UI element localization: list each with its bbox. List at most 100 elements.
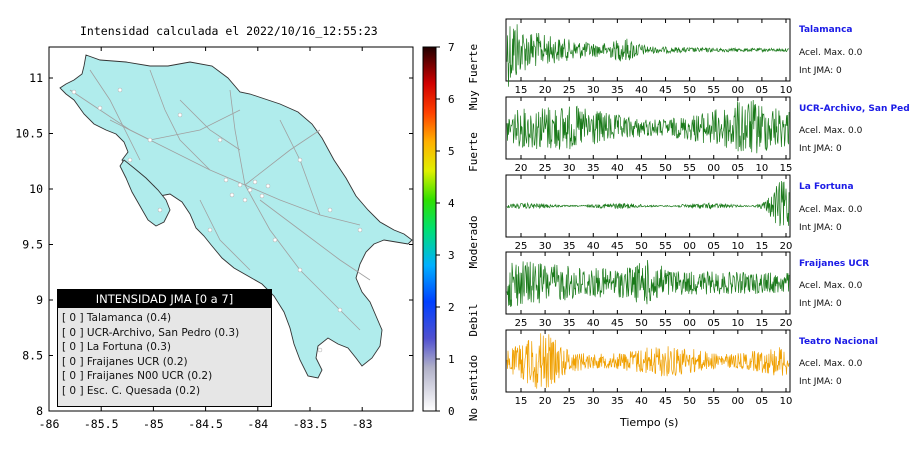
map-title: Intensidad calculada el 2022/10/16_12:55… (80, 24, 378, 38)
time-tick-label: 35 (587, 163, 600, 174)
time-tick-label: 45 (659, 85, 672, 96)
time-tick-label: 00 (683, 241, 696, 252)
map-y-tick-label: 11 (29, 71, 43, 85)
station-name: Fraijanes UCR (799, 259, 870, 269)
time-tick-label: 05 (756, 396, 769, 407)
map-y-tick-label: 8.5 (22, 349, 43, 363)
time-tick-label: 55 (659, 318, 672, 329)
time-tick-label: 10 (731, 241, 744, 252)
legend-item: [ 0 ] Esc. C. Quesada (0.2) (62, 384, 201, 397)
colorbar-label: Moderado (467, 216, 480, 269)
map-x-tick-label: -84.5 (188, 417, 223, 431)
colorbar-value: 5 (448, 145, 455, 158)
time-tick-label: 25 (515, 241, 528, 252)
time-tick-label: 20 (515, 163, 528, 174)
station-acel: Acel. Max. 0.0 (799, 126, 863, 136)
time-tick-label: 55 (683, 163, 696, 174)
time-tick-label: 55 (707, 396, 720, 407)
time-tick-label: 35 (563, 318, 576, 329)
map-y-tick-label: 10 (29, 182, 43, 196)
seismogram-panel: 15 20 25 30 35 40 45 50 55 00 05 10 (505, 18, 792, 96)
time-tick-label: 00 (707, 163, 720, 174)
map-y-tick-label: 9.5 (22, 238, 43, 252)
intensity-legend: INTENSIDAD JMA [0 a 7] [ 0 ] Talamanca (… (57, 289, 272, 407)
time-tick-label: 25 (563, 396, 576, 407)
time-tick-label: 20 (539, 396, 552, 407)
time-tick-label: 35 (611, 85, 624, 96)
colorbar-label: Fuerte (467, 132, 480, 172)
time-tick-label: 30 (539, 241, 552, 252)
seismogram-panel: 25 30 35 40 45 50 55 00 05 10 15 20 (505, 174, 793, 252)
legend-title: INTENSIDAD JMA [0 a 7] (58, 290, 271, 308)
time-tick-label: 05 (756, 85, 769, 96)
time-tick-label: 15 (515, 85, 528, 96)
station-jma: Int JMA: 0 (799, 377, 842, 387)
station-acel: Acel. Max. 0.0 (799, 359, 863, 369)
time-tick-label: 50 (683, 85, 696, 96)
seismogram-trace (506, 24, 790, 87)
station-jma: Int JMA: 0 (799, 223, 842, 233)
legend-item: [ 0 ] Fraijanes N00 UCR (0.2) (62, 370, 213, 383)
time-tick-label: 25 (515, 318, 528, 329)
nicoya-peninsula (119, 159, 171, 227)
time-tick-label: 40 (611, 163, 624, 174)
legend-item: [ 0 ] La Fortuna (0.3) (62, 341, 172, 354)
time-tick-label: 30 (587, 396, 600, 407)
map-x-tick-label: -84 (247, 417, 268, 431)
time-tick-label: 55 (707, 85, 720, 96)
legend-item: [ 0 ] Fraijanes UCR (0.2) (62, 355, 188, 368)
seismogram-panel: 20 25 30 35 40 45 50 55 00 05 10 15 (505, 96, 792, 174)
station-acel: Acel. Max. 0.0 (799, 48, 863, 58)
time-tick-label: 50 (659, 163, 672, 174)
time-tick-label: 50 (635, 241, 648, 252)
time-tick-label: 25 (539, 163, 552, 174)
time-tick-label: 05 (731, 163, 744, 174)
map-x-axis: -86 -85.5 -85 -84.5 -84 -83.5 -83 (39, 47, 373, 431)
seismogram-panel: 15 20 25 30 35 40 45 50 55 00 05 10 (505, 329, 793, 407)
time-tick-label: 10 (756, 163, 769, 174)
time-tick-label: 40 (635, 85, 648, 96)
colorbar-value: 2 (448, 301, 455, 314)
costa-rica-land (59, 54, 413, 379)
station-jma: Int JMA: 0 (799, 144, 842, 154)
colorbar-label: No sentido (467, 355, 480, 421)
map-y-tick-label: 8 (36, 404, 43, 418)
time-tick-label: 45 (611, 241, 624, 252)
time-tick-label: 00 (731, 85, 744, 96)
colorbar-value: 6 (448, 93, 455, 106)
time-tick-label: 45 (611, 318, 624, 329)
time-axis-label: Tiempo (s) (620, 416, 679, 429)
time-tick-label: 40 (635, 396, 648, 407)
time-tick-label: 55 (659, 241, 672, 252)
time-tick-label: 10 (780, 396, 793, 407)
time-tick-label: 15 (756, 241, 769, 252)
seismogram-trace (506, 180, 790, 227)
time-tick-label: 15 (756, 318, 769, 329)
time-tick-label: 45 (659, 396, 672, 407)
city-dots (71, 87, 363, 353)
seismogram-trace (506, 259, 790, 307)
seismogram-panel: 25 30 35 40 45 50 55 00 05 10 15 20 (505, 251, 793, 329)
legend-item: [ 0 ] Talamanca (0.4) (62, 312, 172, 324)
seismogram-trace (506, 99, 790, 154)
map-x-tick-label: -83 (352, 417, 373, 431)
colorbar-value: 7 (448, 41, 455, 54)
time-tick-label: 20 (780, 318, 793, 329)
time-tick-label: 35 (563, 241, 576, 252)
colorbar-label: Muy Fuerte (467, 44, 480, 110)
station-jma: Int JMA: 0 (799, 299, 842, 309)
map-y-axis: 11 10.5 10 9.5 9 8.5 8 (15, 71, 413, 418)
time-tick-label: 50 (683, 396, 696, 407)
time-tick-label: 35 (611, 396, 624, 407)
time-tick-label: 40 (587, 318, 600, 329)
map-x-tick-label: -85 (143, 417, 164, 431)
time-tick-label: 50 (635, 318, 648, 329)
time-tick-label: 20 (780, 241, 793, 252)
map-x-tick-label: -83.5 (293, 417, 328, 431)
colorbar-value: 1 (448, 353, 455, 366)
station-name: UCR-Archivo, San Pedro (799, 104, 910, 114)
time-tick-label: 15 (515, 396, 528, 407)
time-tick-label: 30 (563, 163, 576, 174)
time-tick-label: 20 (539, 85, 552, 96)
